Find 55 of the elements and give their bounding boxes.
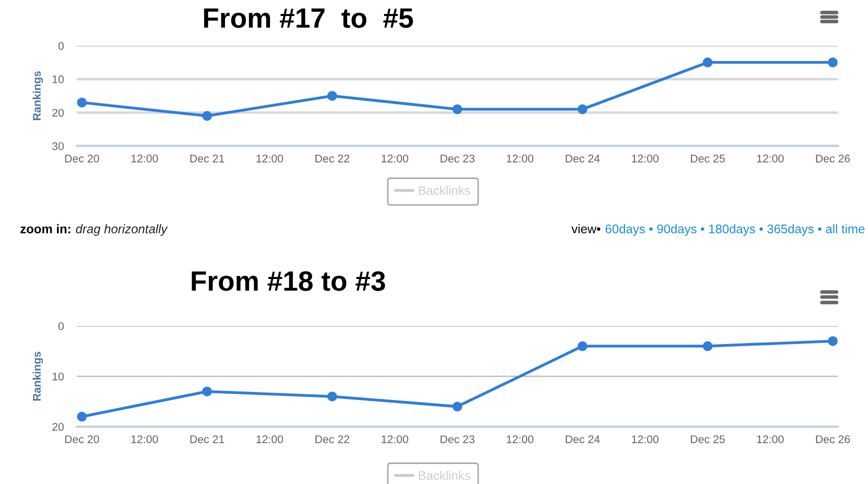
x-tick-label: Dec 24 [566,435,600,444]
x-tick-label: Dec 21 [190,435,224,444]
chart-title: From #17 to #5 [204,8,413,28]
y-tick-label: 10 [52,75,64,84]
point [452,104,462,114]
point [202,111,212,121]
x-tick-label: 12:00 [382,435,408,444]
x-tick-label: Dec 20 [65,435,100,444]
x-tick-label: 12:00 [131,435,158,444]
point [77,98,87,108]
x-tick-label: Dec 20 [65,154,100,162]
text: view• [571,224,600,234]
x-tick-label: 12:00 [256,435,284,444]
x-tick-label: 12:00 [382,154,408,162]
point [578,341,588,351]
y-tick-label: 20 [52,108,64,117]
y-tick-label: 30 [52,142,64,150]
point [327,392,338,402]
point [327,90,338,101]
text: 60days • 90days • 180days • 365days • all time [606,224,864,236]
text: zoom in: [20,224,70,234]
point [578,104,588,114]
point [702,341,712,351]
x-tick-label: Dec 25 [690,435,725,444]
x-tick-label: Dec 22 [316,435,350,444]
x-tick-label: Dec 26 [816,154,850,162]
x-tick-label: Dec 25 [690,154,725,162]
text: drag horizontally [76,224,168,236]
x-tick-label: Dec 26 [816,435,850,444]
x-tick-label: 12:00 [757,154,784,162]
y-tick-label: 0 [58,322,64,330]
y-tick-label: 0 [58,42,64,50]
point [828,58,838,68]
x-tick-label: 12:00 [131,154,158,162]
point [828,336,838,346]
x-tick-label: 12:00 [757,435,784,444]
y-tick-label: 20 [52,422,64,431]
x-tick-label: 12:00 [506,154,534,162]
x-tick-label: Dec 23 [440,435,474,444]
x-tick-label: 12:00 [632,154,659,162]
x-tick-label: 12:00 [632,435,659,444]
y-axis-title: Rankings [32,71,43,120]
chart-title: From #18 to #3 [192,271,386,291]
x-tick-label: Dec 24 [566,154,600,162]
point [702,58,712,68]
x-tick-label: Dec 22 [316,154,350,162]
x-tick-label: 12:00 [256,154,284,162]
point [77,412,87,422]
y-tick-label: 10 [52,372,64,380]
x-tick-label: 12:00 [506,435,534,444]
point [452,402,462,412]
x-tick-label: Dec 23 [440,154,474,162]
x-tick-label: Dec 21 [190,154,224,162]
y-axis-title: Rankings [32,352,43,401]
point [202,386,212,396]
